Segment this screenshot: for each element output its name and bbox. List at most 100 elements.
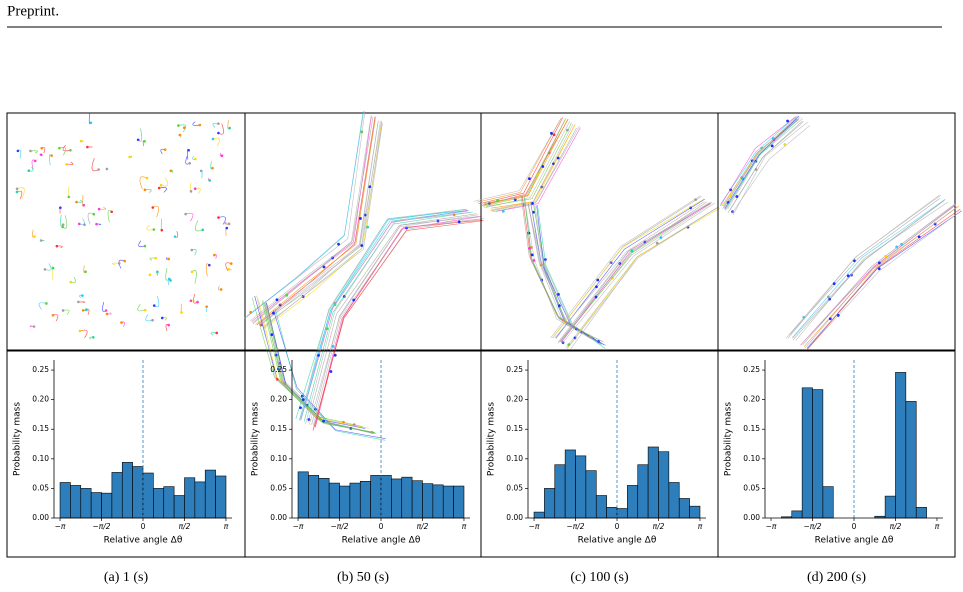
trajectory	[795, 201, 949, 341]
agent	[84, 270, 87, 274]
trajectory	[212, 122, 219, 128]
trajectory	[149, 257, 156, 261]
trajectory	[724, 115, 800, 209]
trajectory	[524, 198, 595, 339]
y-tick-label: 0.10	[32, 454, 49, 463]
bar	[812, 389, 824, 519]
trajectory	[489, 125, 575, 212]
agent	[67, 195, 71, 199]
agent	[307, 418, 311, 421]
trajectory	[300, 212, 469, 421]
agent	[169, 279, 172, 282]
agent	[557, 293, 560, 296]
agent	[39, 153, 43, 157]
bar	[822, 486, 834, 519]
image-frame	[717, 112, 956, 351]
trajectory	[480, 121, 565, 204]
trajectory	[792, 200, 945, 341]
chart: 0.00 0.05 0.10 0.15 0.20 0.25 −π −π/2 0 π/2 π Relat…	[487, 360, 706, 585]
agent	[51, 313, 55, 317]
y-tick-label: 0.05	[270, 483, 287, 492]
trajectory	[562, 202, 715, 344]
agent	[154, 256, 157, 260]
trajectory	[806, 206, 958, 350]
trajectory	[300, 210, 468, 420]
x-tick-label: −π/2	[92, 522, 110, 531]
trajectory	[561, 202, 712, 343]
bar	[194, 481, 206, 519]
agent	[182, 126, 186, 130]
agent	[933, 222, 937, 226]
agent	[556, 156, 560, 160]
trajectory	[560, 202, 710, 342]
caption: (d) 200 (s)	[807, 570, 866, 585]
bar	[884, 495, 896, 519]
trajectory	[307, 213, 477, 423]
y-tick-label: 0.10	[506, 454, 523, 463]
agent	[217, 216, 220, 219]
trajectory	[299, 210, 469, 421]
agent	[77, 222, 81, 226]
y-tick-label: 0.20	[32, 395, 49, 404]
bar	[90, 492, 102, 519]
trajectory	[729, 121, 804, 210]
trajectory	[314, 219, 483, 428]
agent	[51, 266, 55, 270]
agent	[91, 336, 95, 339]
agent	[97, 207, 101, 211]
agent	[786, 119, 789, 123]
agent	[528, 177, 531, 181]
bar	[173, 495, 185, 519]
agent	[61, 309, 65, 312]
agent	[846, 274, 850, 278]
agent	[532, 210, 535, 214]
agent	[771, 137, 775, 140]
agent	[82, 203, 86, 207]
trajectory	[30, 150, 38, 154]
trajectory	[245, 110, 364, 318]
agent	[152, 228, 156, 231]
trajectory	[558, 203, 711, 342]
trajectory	[145, 314, 153, 322]
y-axis-label: Probability mass	[13, 402, 23, 476]
bar	[411, 480, 423, 519]
agent	[187, 148, 190, 152]
trajectory	[311, 216, 479, 425]
bar	[328, 482, 340, 519]
trajectory	[570, 207, 718, 349]
agent	[177, 124, 180, 127]
agent	[105, 312, 109, 316]
agent	[173, 235, 177, 238]
agent	[333, 353, 337, 357]
agent	[190, 270, 194, 274]
bar	[59, 482, 71, 519]
agent	[117, 262, 121, 265]
x-tick-label: π	[935, 522, 940, 531]
header-title: Preprint.	[7, 3, 59, 19]
bar	[616, 508, 628, 519]
trajectory	[251, 297, 363, 427]
bar	[401, 476, 413, 519]
agent	[148, 273, 152, 277]
agent	[530, 253, 534, 257]
bar	[647, 446, 659, 519]
agent	[770, 144, 774, 148]
trajectory	[727, 120, 803, 213]
agent	[219, 288, 223, 291]
y-tick-label: 0.25	[270, 365, 287, 374]
agent	[15, 187, 19, 191]
x-tick-label: −π/2	[330, 522, 348, 531]
agent	[211, 137, 215, 141]
bar	[422, 483, 434, 519]
x-axis-label: Relative angle Δθ	[104, 536, 183, 546]
x-axis-label: Relative angle Δθ	[578, 536, 657, 546]
bar	[339, 485, 351, 519]
bar	[915, 507, 927, 519]
x-tick-label: 0	[141, 522, 146, 531]
agent	[655, 241, 659, 245]
trajectory	[725, 118, 799, 211]
agent	[205, 305, 208, 308]
bar	[308, 475, 320, 519]
agent	[828, 317, 832, 321]
